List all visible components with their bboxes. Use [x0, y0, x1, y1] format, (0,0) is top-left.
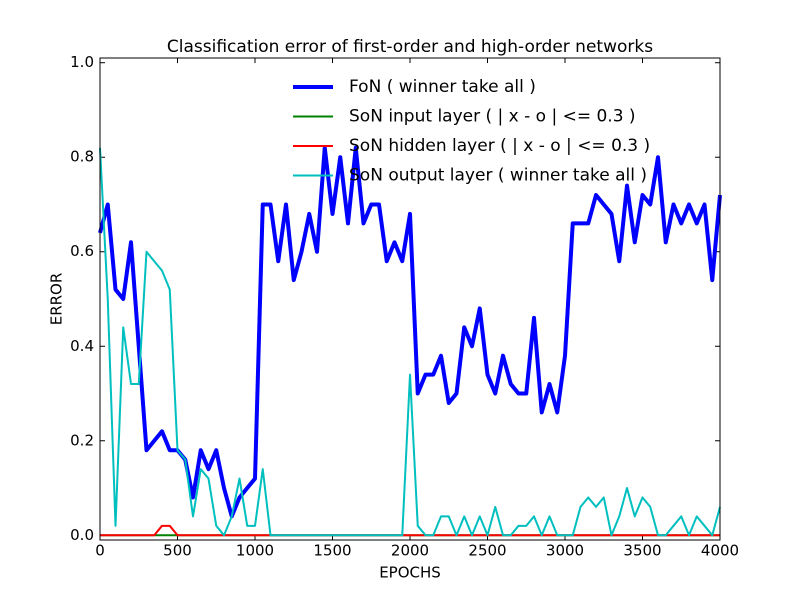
- legend-label: SoN input layer ( | x - o | <= 0.3 ): [349, 107, 636, 127]
- x-tick-label: 0: [95, 542, 105, 560]
- x-tick-label: 1500: [313, 542, 351, 560]
- y-tick-label: 0.0: [70, 526, 94, 544]
- legend-label: SoN hidden layer ( | x - o | <= 0.3 ): [349, 136, 650, 156]
- series-line: [100, 524, 720, 537]
- x-tick-label: 2500: [468, 542, 506, 560]
- axes-frame: [99, 57, 721, 541]
- x-tick-label: 4000: [701, 542, 739, 560]
- legend-label: SoN output layer ( winner take all ): [349, 166, 647, 186]
- plot-area: [98, 58, 722, 540]
- y-tick-label: 0.4: [70, 337, 94, 355]
- chart-title: Classification error of first-order and …: [167, 37, 653, 57]
- y-tick-label: 0.8: [70, 148, 94, 166]
- legend: FoN ( winner take all ) SoN input layer (…: [293, 77, 650, 186]
- legend-label: FoN ( winner take all ): [349, 77, 536, 97]
- x-tick-label: 1000: [236, 542, 274, 560]
- series-line: [99, 147, 721, 537]
- x-axis-label: EPOCHS: [379, 564, 441, 582]
- y-tick-label: 0.6: [70, 242, 94, 260]
- x-tick-label: 3000: [546, 542, 584, 560]
- series-line: [98, 145, 722, 519]
- y-tick-label: 1.0: [70, 53, 94, 71]
- x-tick-label: 500: [163, 542, 192, 560]
- y-axis-label: ERROR: [48, 273, 66, 326]
- x-tick-label: 3500: [623, 542, 661, 560]
- y-tick-label: 0.2: [70, 431, 94, 449]
- x-tick-label: 2000: [391, 542, 429, 560]
